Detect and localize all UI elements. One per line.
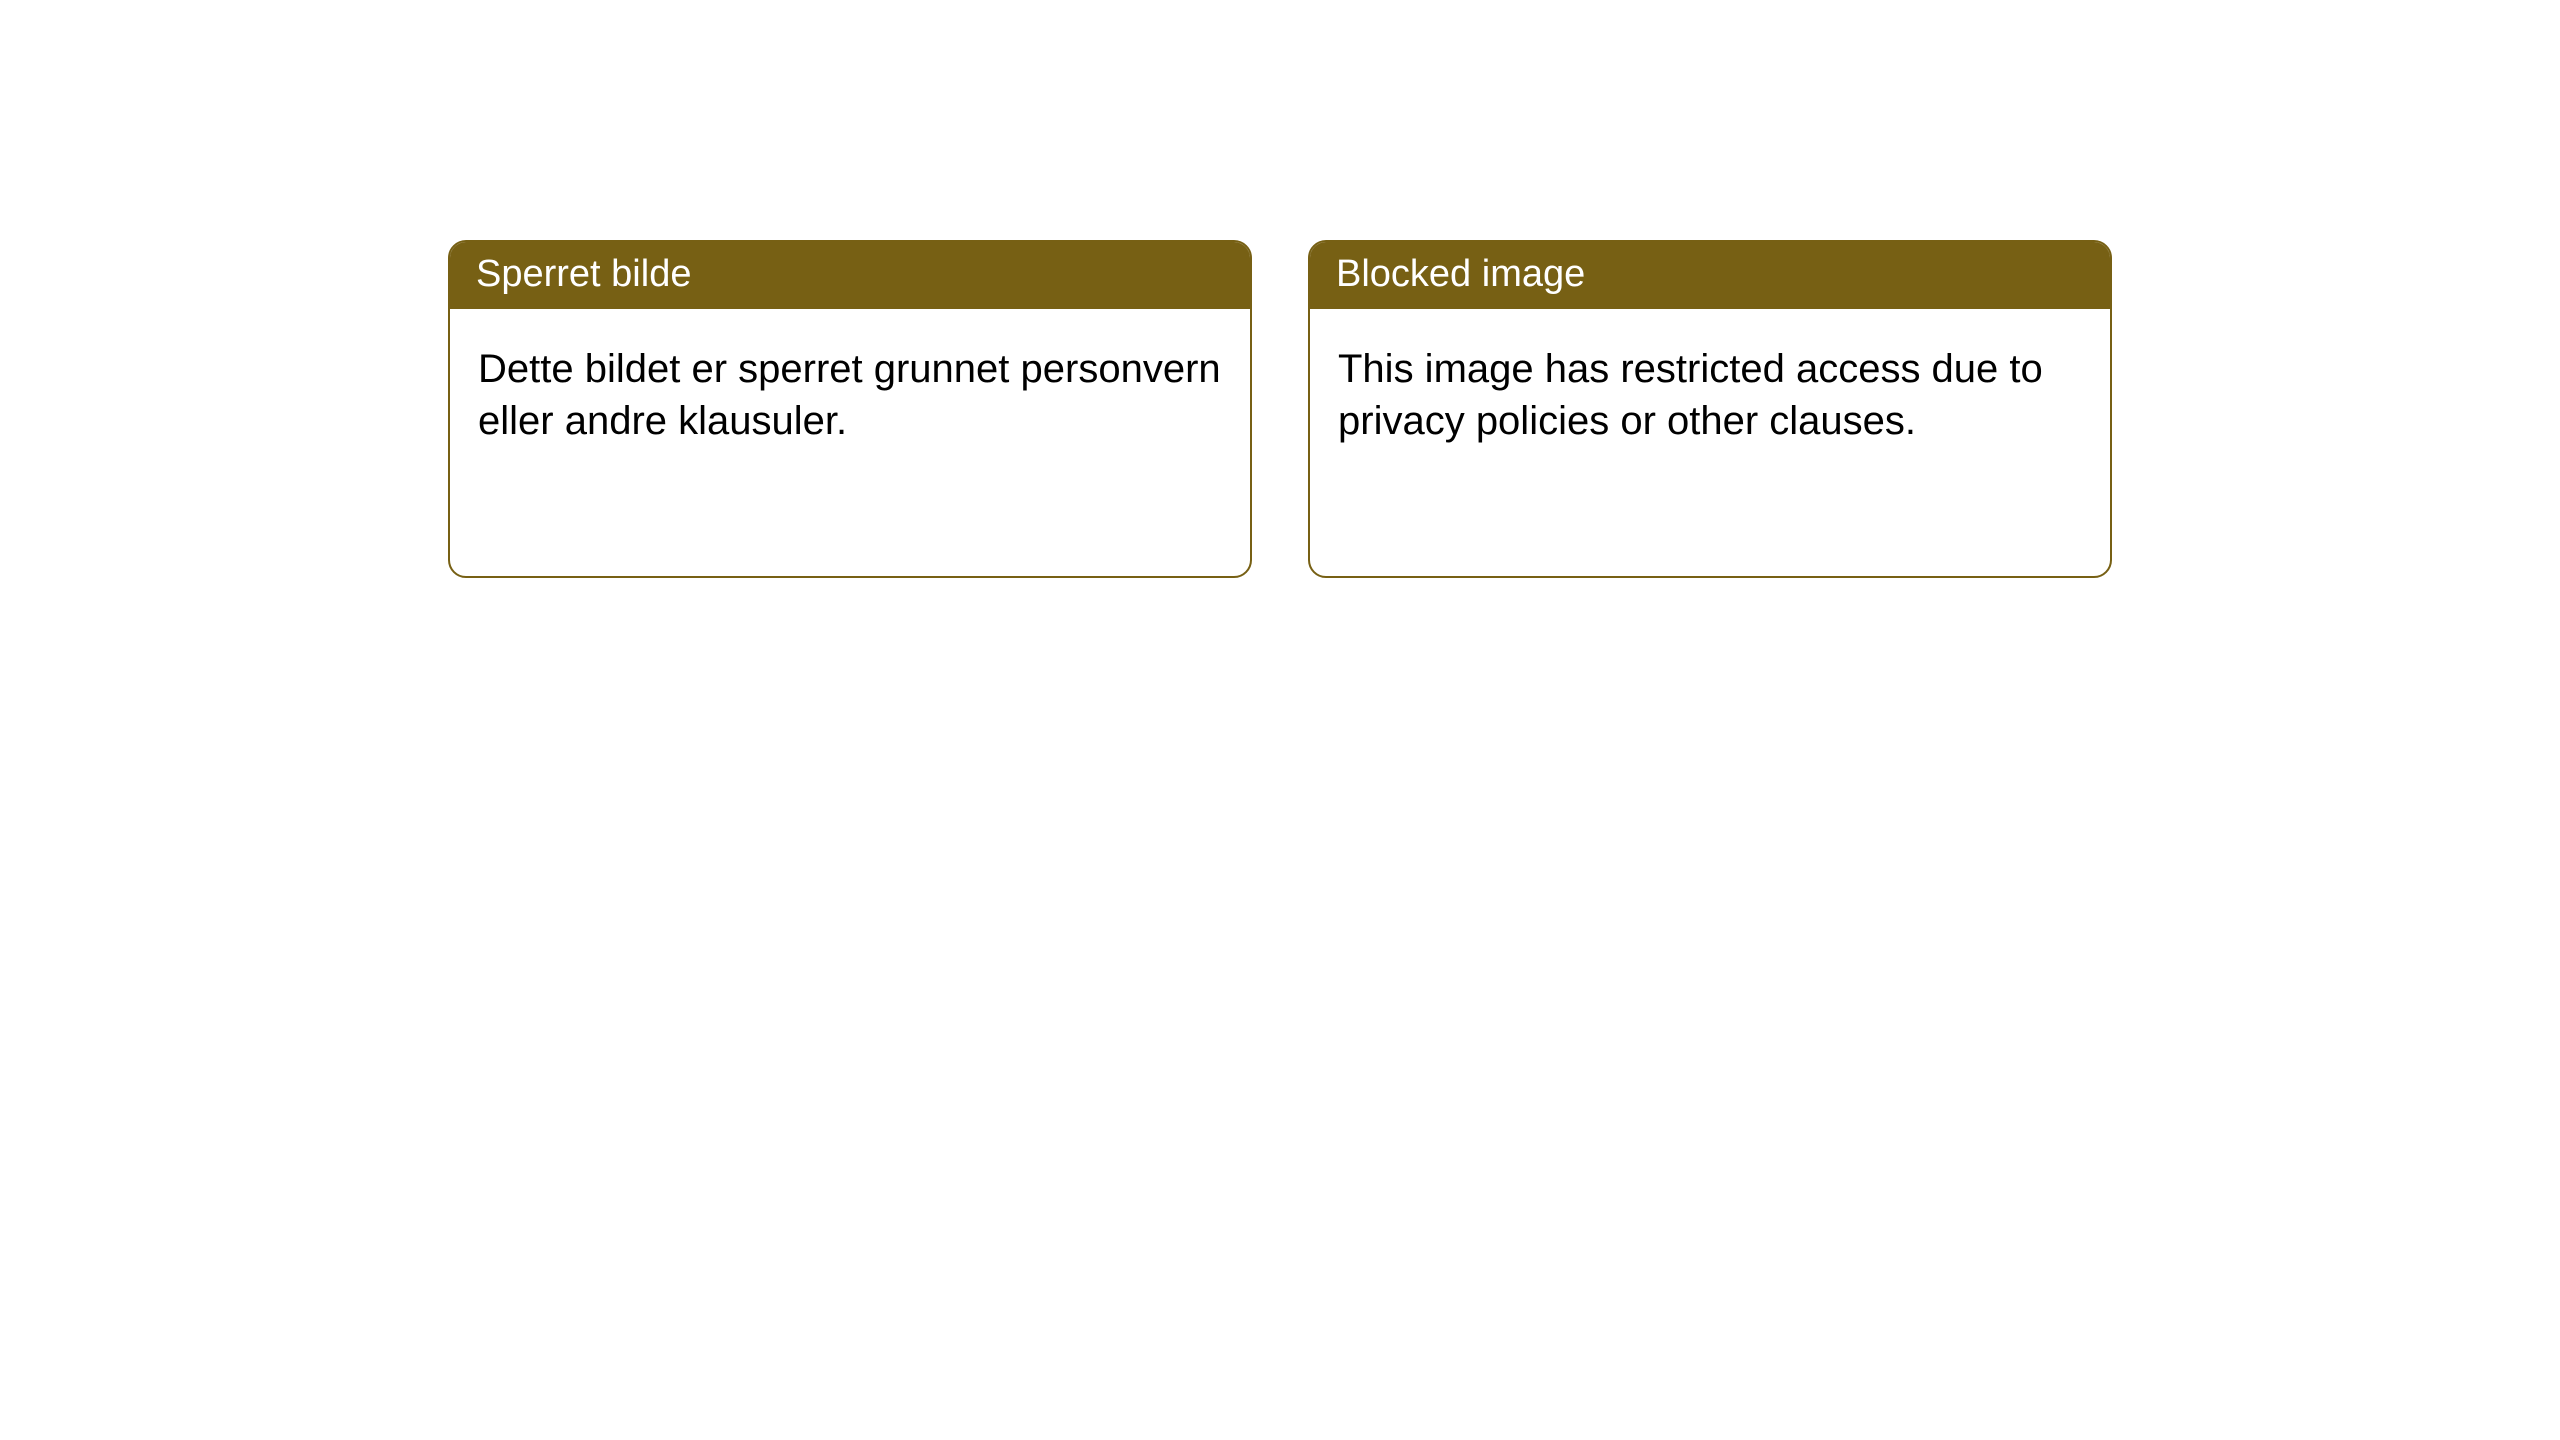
notice-card-body: Dette bildet er sperret grunnet personve…: [450, 309, 1250, 475]
notice-cards-container: Sperret bilde Dette bildet er sperret gr…: [0, 0, 2560, 578]
notice-card-norwegian: Sperret bilde Dette bildet er sperret gr…: [448, 240, 1252, 578]
notice-card-title: Sperret bilde: [450, 242, 1250, 309]
notice-card-english: Blocked image This image has restricted …: [1308, 240, 2112, 578]
notice-card-body: This image has restricted access due to …: [1310, 309, 2110, 475]
notice-card-title: Blocked image: [1310, 242, 2110, 309]
